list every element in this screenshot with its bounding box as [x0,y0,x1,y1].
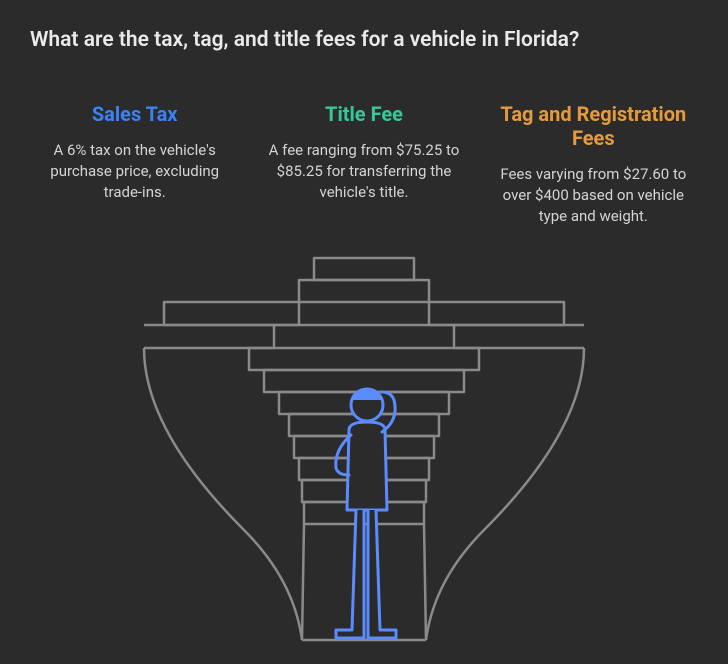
fee-columns: Sales Tax A 6% tax on the vehicle's purc… [30,102,698,227]
column-title-fee: Title Fee A fee ranging from $75.25 to $… [259,102,468,227]
maze-icon [124,250,604,660]
column-heading: Title Fee [259,102,468,126]
column-body: A fee ranging from $75.25 to $85.25 for … [259,140,468,203]
column-body: A 6% tax on the vehicle's purchase price… [30,140,239,203]
thinking-person-icon [336,388,396,638]
column-heading: Tag and Registration Fees [489,102,698,150]
column-sales-tax: Sales Tax A 6% tax on the vehicle's purc… [30,102,239,227]
page-title: What are the tax, tag, and title fees fo… [30,28,698,52]
maze-person-illustration [124,250,604,664]
column-body: Fees varying from $27.60 to over $400 ba… [489,164,698,227]
column-heading: Sales Tax [30,102,239,126]
column-tag-registration: Tag and Registration Fees Fees varying f… [489,102,698,227]
infographic-container: What are the tax, tag, and title fees fo… [0,0,728,227]
